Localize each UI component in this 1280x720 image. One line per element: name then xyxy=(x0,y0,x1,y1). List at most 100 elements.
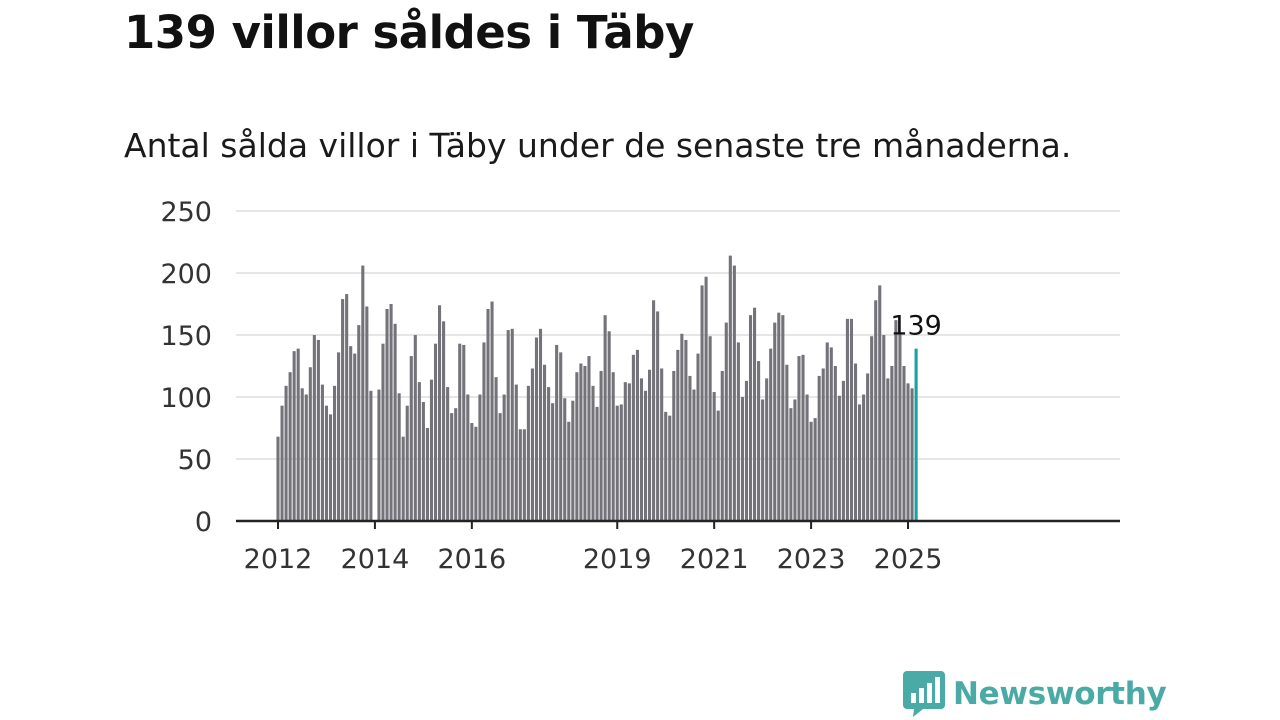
bar xyxy=(534,337,539,521)
bar xyxy=(579,363,583,521)
bar xyxy=(882,335,886,521)
bar xyxy=(365,306,369,521)
bar xyxy=(793,399,797,521)
y-tick-label: 100 xyxy=(160,383,212,414)
bar xyxy=(849,318,854,521)
bar xyxy=(538,328,543,521)
x-tick-label: 2014 xyxy=(341,544,410,575)
bar xyxy=(486,308,490,521)
bar xyxy=(312,335,316,521)
bar xyxy=(841,380,845,521)
bar xyxy=(591,385,595,521)
bar xyxy=(817,375,821,521)
bar xyxy=(369,390,373,521)
bar xyxy=(446,387,450,521)
x-tick-label: 2019 xyxy=(583,544,652,575)
bar xyxy=(607,331,611,521)
bar xyxy=(845,318,849,521)
bar xyxy=(296,348,300,521)
bar xyxy=(292,351,296,521)
bar xyxy=(543,364,547,521)
bar xyxy=(563,398,567,521)
chart-title: 139 villor såldes i Täby xyxy=(124,6,694,59)
bar xyxy=(611,372,615,521)
bar xyxy=(643,390,648,521)
bar xyxy=(300,388,304,521)
bar xyxy=(470,423,474,521)
y-tick-label: 0 xyxy=(195,507,212,538)
bar xyxy=(660,368,664,521)
bar xyxy=(668,415,672,521)
bar xyxy=(615,405,619,521)
bar xyxy=(898,333,902,521)
bar xyxy=(821,368,825,521)
bar xyxy=(829,347,833,521)
bar xyxy=(599,370,603,521)
bar xyxy=(595,406,599,521)
bar xyxy=(385,308,389,521)
bar xyxy=(676,349,680,521)
bar xyxy=(825,342,829,521)
bar xyxy=(442,321,446,521)
bar xyxy=(320,384,324,521)
bar xyxy=(474,426,478,521)
bar xyxy=(656,311,660,521)
bar xyxy=(886,378,890,521)
bar xyxy=(429,379,434,521)
bar xyxy=(672,370,676,521)
bar xyxy=(631,354,635,521)
chart-subtitle: Antal sålda villor i Täby under de senas… xyxy=(124,126,1072,165)
bar xyxy=(652,300,656,521)
bar xyxy=(910,388,914,521)
bar xyxy=(401,436,405,521)
bar xyxy=(773,322,777,521)
bar xyxy=(304,394,308,521)
bar xyxy=(813,418,817,521)
bar xyxy=(809,421,813,521)
axes xyxy=(236,519,1120,529)
bar xyxy=(708,336,712,521)
bar xyxy=(704,276,708,521)
bar xyxy=(874,300,878,521)
bar xyxy=(769,348,773,521)
highlight-bar xyxy=(914,348,918,521)
bar xyxy=(627,383,631,521)
bar xyxy=(328,414,333,521)
bar xyxy=(437,305,442,521)
bar xyxy=(361,265,365,521)
bar xyxy=(688,375,692,521)
bar xyxy=(498,413,502,521)
bar xyxy=(458,343,462,521)
bar xyxy=(506,330,510,521)
bar xyxy=(349,346,353,521)
bar xyxy=(740,397,744,521)
bar xyxy=(728,255,732,521)
bar-chart-speech-bubble-icon xyxy=(903,671,945,717)
bar xyxy=(684,339,688,521)
bar xyxy=(316,339,320,521)
bar xyxy=(332,385,337,521)
bar xyxy=(635,349,639,521)
bar xyxy=(337,352,341,521)
bar xyxy=(692,389,696,521)
bar xyxy=(700,285,704,521)
bar xyxy=(421,401,425,521)
bar xyxy=(466,394,470,521)
bar xyxy=(494,377,498,521)
bar xyxy=(680,333,684,521)
bar xyxy=(526,385,530,521)
bar xyxy=(736,342,740,521)
bar xyxy=(518,429,522,521)
bar xyxy=(530,368,534,521)
bar xyxy=(906,383,910,521)
bar xyxy=(789,408,793,521)
bar xyxy=(858,404,862,521)
bar xyxy=(833,366,837,521)
bar xyxy=(409,356,413,521)
bar xyxy=(353,353,357,521)
y-tick-label: 150 xyxy=(160,321,212,352)
bar xyxy=(324,405,329,521)
bar xyxy=(454,408,458,521)
bar xyxy=(514,384,518,521)
